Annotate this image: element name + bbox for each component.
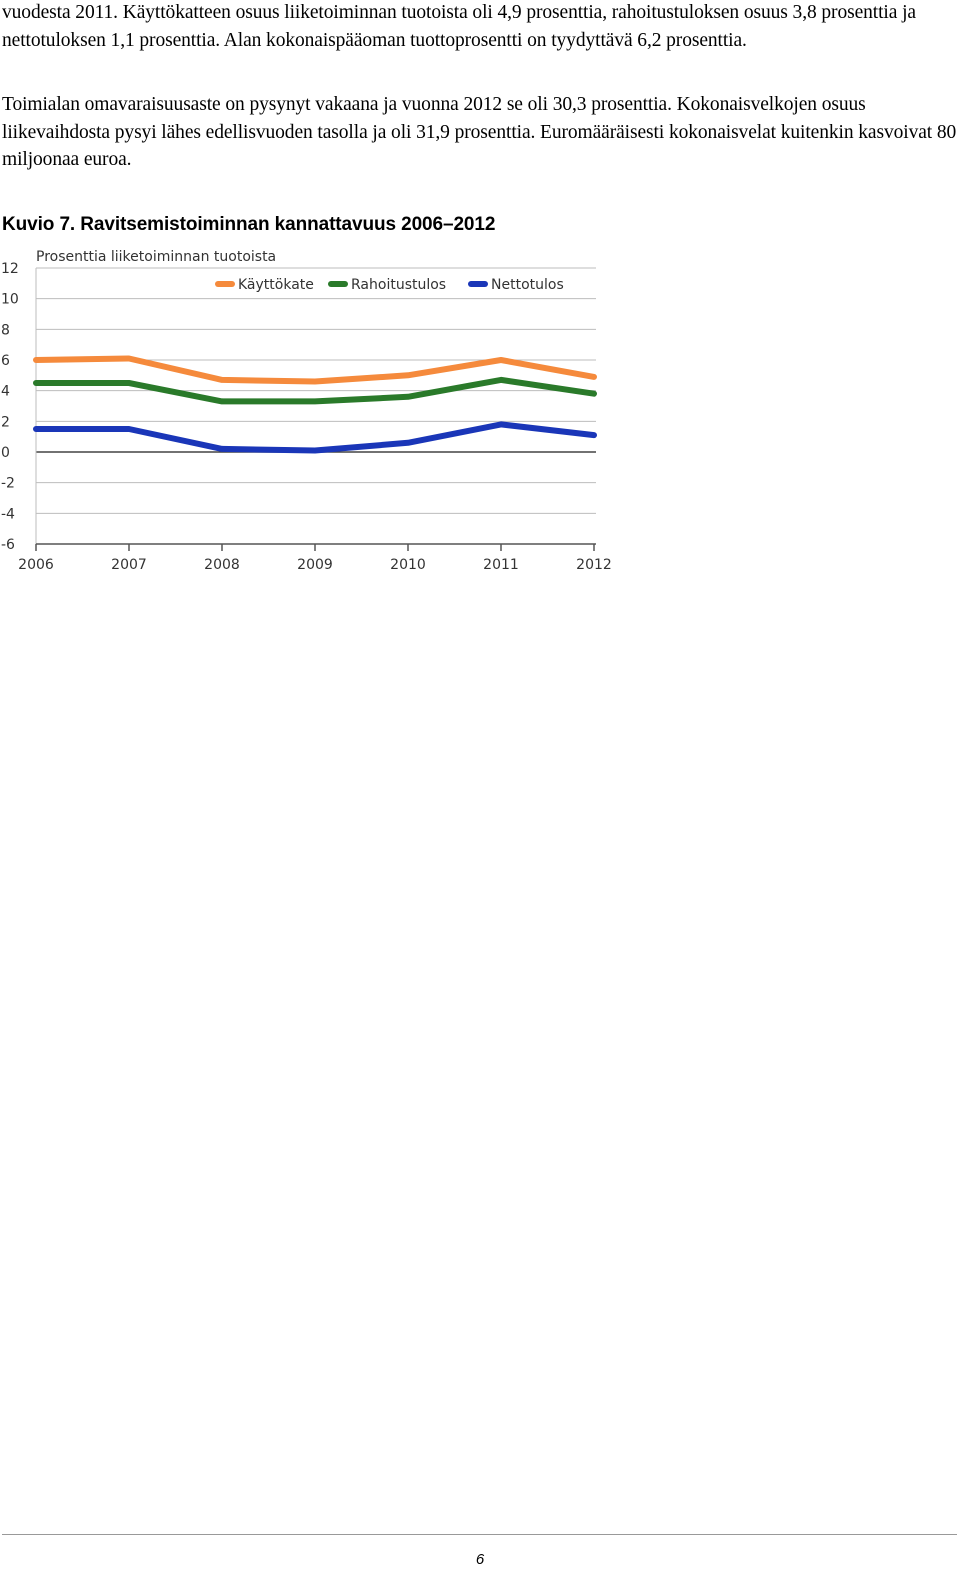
x-tick-label: 2012 — [576, 557, 612, 573]
footer-divider — [2, 1534, 957, 1535]
y-tick-label: 8 — [1, 322, 10, 338]
y-tick-label: 6 — [1, 353, 10, 369]
series-line-1 — [33, 355, 597, 385]
x-tick-label: 2011 — [483, 557, 519, 573]
body-paragraph-2: Toimialan omavaraisuusaste on pysynyt va… — [2, 94, 957, 170]
x-tick-label: 2007 — [111, 557, 147, 573]
y-tick-label: 4 — [1, 384, 10, 400]
x-tick-label: 2006 — [18, 557, 54, 573]
body-paragraph-1: vuodesta 2011. Käyttökatteen osuus liike… — [2, 2, 916, 51]
y-axis-label: Prosenttia liiketoiminnan tuotoista — [36, 249, 276, 265]
y-tick-label: -6 — [1, 537, 15, 553]
legend-label-2: Rahoitustulos — [351, 277, 446, 293]
series-line-3 — [33, 421, 597, 454]
y-tick-label: -4 — [1, 506, 15, 522]
legend-label-3: Nettotulos — [491, 277, 564, 293]
figure-title: Kuvio 7. Ravitsemistoiminnan kannattavuu… — [2, 214, 496, 235]
y-tick-label: 0 — [1, 445, 10, 461]
series-line-2 — [33, 376, 597, 405]
x-tick-label: 2008 — [204, 557, 240, 573]
y-tick-label: -2 — [1, 476, 15, 492]
y-tick-label: 12 — [1, 261, 19, 277]
x-tick-label: 2009 — [297, 557, 333, 573]
y-tick-label: 2 — [1, 414, 10, 430]
x-tick-label: 2010 — [390, 557, 426, 573]
legend-label-1: Käyttökate — [238, 277, 314, 293]
y-tick-label: 10 — [1, 292, 19, 308]
page-number: 6 — [475, 1551, 485, 1568]
line-chart: Prosenttia liiketoiminnan tuotoista 12 10 8… — [1, 249, 612, 573]
